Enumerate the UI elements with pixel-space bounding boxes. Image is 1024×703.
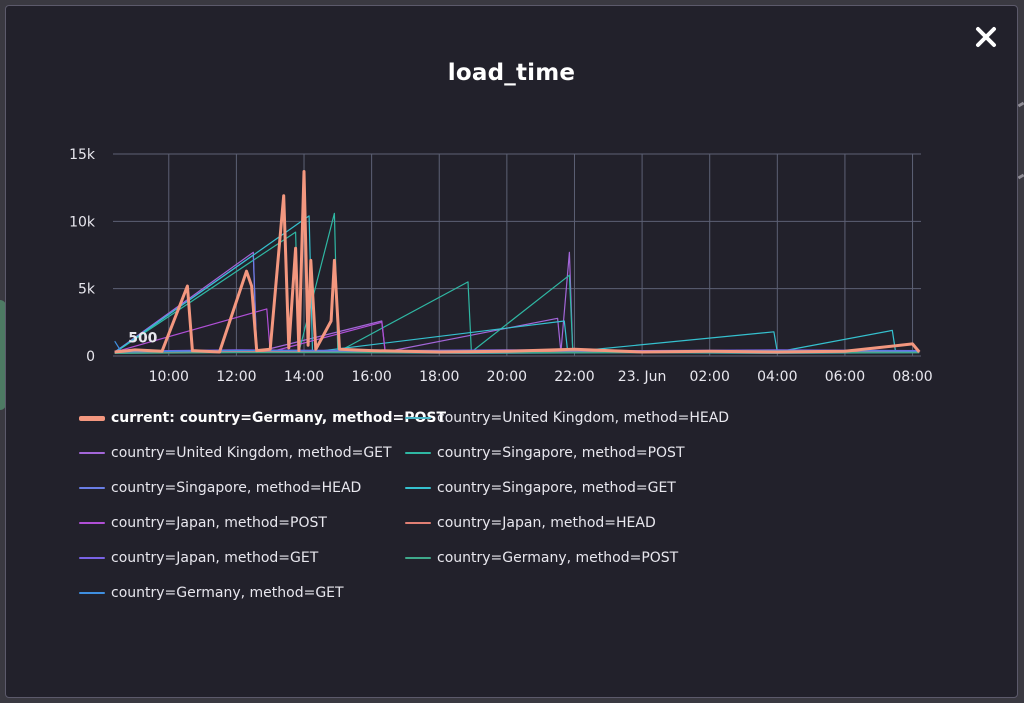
legend-label: country=Singapore, method=GET (437, 480, 676, 496)
legend-label: country=Japan, method=POST (111, 515, 327, 531)
x-tick-label: 02:00 (690, 369, 730, 385)
legend-swatch (405, 417, 431, 419)
x-tick-label: 22:00 (554, 369, 594, 385)
legend-swatch (405, 452, 431, 454)
y-tick-label: 0 (86, 349, 95, 365)
legend-item[interactable]: country=Germany, method=GET (79, 580, 344, 606)
legend-swatch (79, 592, 105, 594)
legend-label: country=United Kingdom, method=HEAD (437, 410, 730, 426)
y-tick-label: 15k (69, 147, 96, 163)
chart-annotation: 500 (128, 331, 157, 347)
chart-title: load_time (447, 60, 576, 86)
legend-item[interactable]: country=United Kingdom, method=GET (79, 440, 392, 466)
legend-label: country=Germany, method=POST (437, 550, 679, 566)
legend-swatch (405, 487, 431, 489)
legend-swatch (79, 557, 105, 559)
backdrop-accent (0, 300, 6, 410)
chart: 0 5k 10k 15k 10:00 12:00 14:00 16:00 18:00 20:00 2… (69, 147, 933, 385)
legend-item[interactable]: country=United Kingdom, method=HEAD (405, 405, 729, 431)
x-tick-label: 04:00 (757, 369, 797, 385)
x-tick-label: 06:00 (825, 369, 865, 385)
series-line-country-singapore-method-post (114, 212, 920, 354)
legend-swatch (405, 557, 431, 559)
legend-item[interactable]: country=Germany, method=POST (405, 545, 678, 571)
legend-item[interactable]: country=Singapore, method=HEAD (79, 475, 361, 501)
legend-label: country=Japan, method=GET (111, 550, 319, 566)
legend-label: country=United Kingdom, method=GET (111, 445, 392, 461)
legend-swatch (79, 522, 105, 524)
legend-item[interactable]: country=Japan, method=POST (79, 510, 327, 536)
legend-swatch (405, 522, 431, 524)
close-button[interactable] (971, 22, 1001, 52)
grid (113, 153, 921, 357)
legend-swatch (79, 452, 105, 454)
legend-item[interactable]: country=Singapore, method=GET (405, 475, 676, 501)
x-tick-label: 12:00 (216, 369, 256, 385)
x-tick-label: 08:00 (892, 369, 932, 385)
x-tick-label: 18:00 (419, 369, 459, 385)
series-line-country-germany-method-post-current (114, 170, 921, 354)
legend-item[interactable]: current: country=Germany, method=POST (79, 405, 446, 431)
legend-item[interactable]: country=Japan, method=GET (79, 545, 318, 571)
series-layer (114, 170, 921, 354)
legend-swatch (79, 415, 105, 421)
series-line-country-singapore-method-get (114, 215, 920, 354)
x-tick-label: 16:00 (351, 369, 391, 385)
legend-swatch (79, 487, 105, 489)
axis-labels: 0 5k 10k 15k 10:00 12:00 14:00 16:00 18:00 20:00 2… (69, 147, 933, 385)
x-tick-label: 23. Jun (618, 369, 667, 385)
legend-item[interactable]: country=Japan, method=HEAD (405, 510, 656, 536)
chart-modal: load_time 0 5k 10k 15k 10:00 12:00 14:00 16:00 1… (5, 5, 1018, 698)
legend-label: country=Japan, method=HEAD (437, 515, 656, 531)
x-tick-label: 14:00 (284, 369, 324, 385)
x-tick-label: 10:00 (149, 369, 189, 385)
legend-item[interactable]: country=Singapore, method=POST (405, 440, 685, 466)
series-line-country-japan-method-post (114, 308, 920, 353)
y-tick-label: 10k (69, 214, 96, 230)
close-icon (976, 27, 996, 47)
legend-label: current: country=Germany, method=POST (111, 410, 447, 426)
legend-label: country=Singapore, method=HEAD (111, 480, 362, 496)
y-tick-label: 5k (78, 282, 96, 298)
x-tick-label: 20:00 (487, 369, 527, 385)
legend-label: country=Singapore, method=POST (437, 445, 685, 461)
legend-label: country=Germany, method=GET (111, 585, 344, 601)
